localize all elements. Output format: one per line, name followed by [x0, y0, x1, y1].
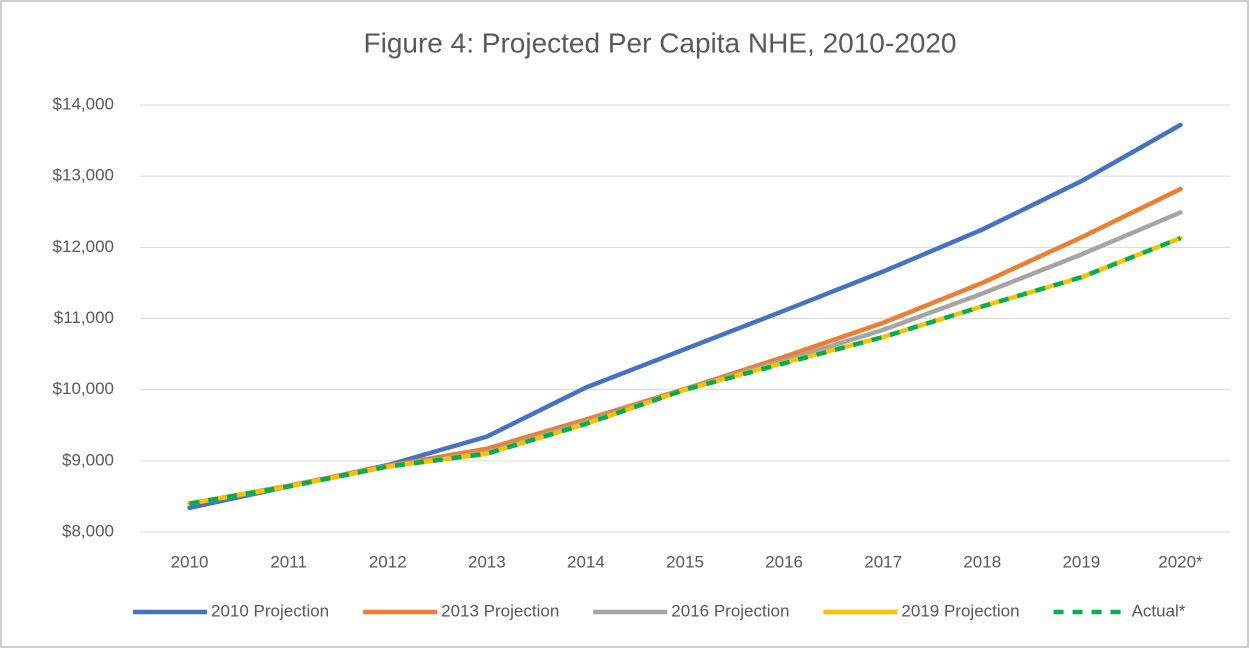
x-tick-label: 2019	[1062, 552, 1100, 571]
x-tick-label: 2010	[171, 552, 209, 571]
x-tick-label: 2017	[864, 552, 902, 571]
legend-label: 2016 Projection	[671, 601, 789, 620]
x-tick-label: 2020*	[1158, 552, 1203, 571]
chart-title: Figure 4: Projected Per Capita NHE, 2010…	[364, 27, 957, 58]
x-tick-label: 2014	[567, 552, 605, 571]
y-tick-label: $9,000	[62, 450, 114, 469]
y-tick-label: $8,000	[62, 521, 114, 540]
x-tick-label: 2015	[666, 552, 704, 571]
y-tick-label: $10,000	[53, 379, 114, 398]
x-tick-label: 2013	[468, 552, 506, 571]
x-tick-label: 2016	[765, 552, 803, 571]
legend-label: 2013 Projection	[441, 601, 559, 620]
legend-label: Actual*	[1132, 601, 1186, 620]
y-tick-label: $12,000	[53, 237, 114, 256]
x-tick-label: 2018	[963, 552, 1001, 571]
legend-label: 2019 Projection	[901, 601, 1019, 620]
data-line	[187, 235, 1183, 506]
y-tick-label: $14,000	[53, 94, 114, 113]
x-tick-label: 2011	[270, 552, 307, 571]
legend-label: 2010 Projection	[211, 601, 329, 620]
y-tick-label: $11,000	[54, 308, 114, 327]
x-tick-label: 2012	[369, 552, 407, 571]
y-tick-label: $13,000	[53, 166, 114, 185]
